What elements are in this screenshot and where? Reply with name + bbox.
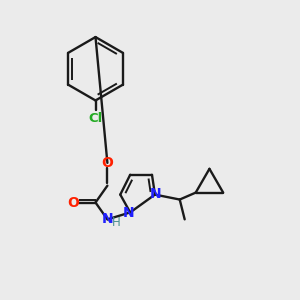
Text: O: O [101,156,113,170]
Text: N: N [150,187,162,201]
Text: N: N [122,206,134,220]
Text: N: N [102,212,113,226]
Text: H: H [112,216,121,229]
Text: O: O [67,196,79,209]
Text: Cl: Cl [88,112,103,125]
